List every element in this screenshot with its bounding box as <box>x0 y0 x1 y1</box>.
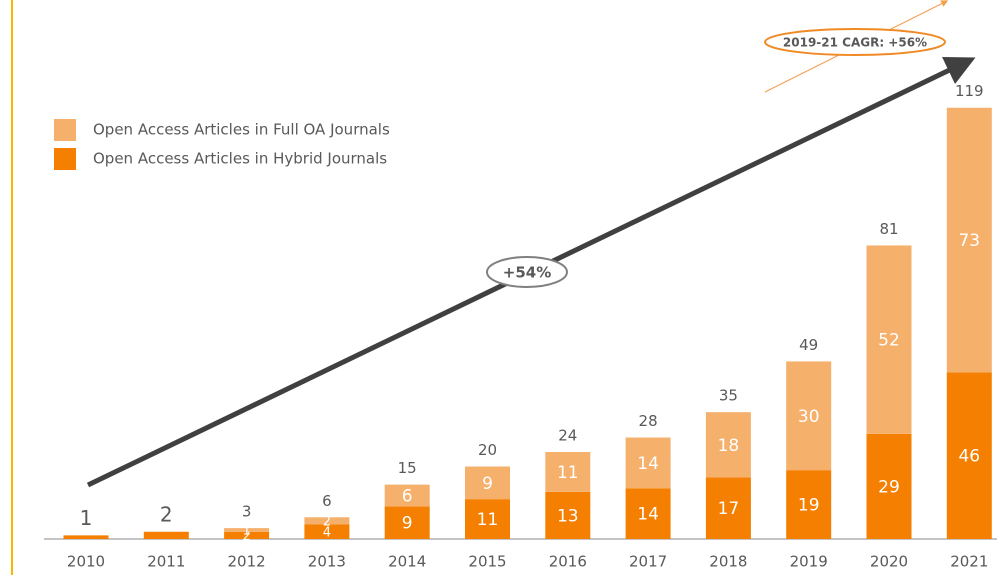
bar-segment <box>224 531 270 539</box>
x-tick-label: 2012 <box>228 553 266 571</box>
segment-label: 9 <box>402 514 413 534</box>
total-label: 28 <box>639 412 658 430</box>
total-label: 2 <box>160 502 173 526</box>
annotation: 2019-21 CAGR: +56% <box>783 36 927 50</box>
annotation-ellipse <box>486 256 568 288</box>
bar-segment <box>304 524 350 539</box>
segment-label: 6 <box>402 487 413 507</box>
segment-label: 52 <box>878 331 900 351</box>
total-label: 6 <box>322 492 332 510</box>
segment-label: 14 <box>637 505 659 525</box>
segment-label: 13 <box>557 506 579 526</box>
bar-segment <box>224 528 270 532</box>
x-tick-label: 2021 <box>950 553 988 571</box>
segment-label: 46 <box>958 447 980 467</box>
segment-label: 2 <box>323 514 331 529</box>
segment-label: 11 <box>557 463 579 483</box>
bar-segment <box>465 499 510 539</box>
total-label: 24 <box>558 427 577 445</box>
bar-segment <box>545 452 591 492</box>
annotation-ellipse <box>764 28 946 56</box>
bar-segment <box>786 361 832 471</box>
x-tick-label: 2016 <box>549 553 587 571</box>
total-label: 1 <box>80 506 93 530</box>
segment-label: 73 <box>958 231 980 251</box>
segment-label: 11 <box>477 510 499 530</box>
segment-label: 19 <box>798 496 820 516</box>
total-label: 20 <box>478 441 497 459</box>
bar-segment <box>384 506 430 539</box>
legend-label: Open Access Articles in Full OA Journals <box>93 121 390 139</box>
total-label: 15 <box>398 459 417 477</box>
x-tick-label: 2010 <box>67 553 105 571</box>
total-label: 81 <box>879 220 898 238</box>
legend-label: Open Access Articles in Hybrid Journals <box>93 150 387 168</box>
total-label: 49 <box>799 336 818 354</box>
bar-segment <box>304 517 350 525</box>
x-tick-label: 2020 <box>870 553 908 571</box>
x-tick-label: 2017 <box>629 553 667 571</box>
bar-segment <box>384 484 430 507</box>
bar-segment <box>705 412 751 478</box>
legend-swatch <box>54 119 76 141</box>
segment-label: 14 <box>637 454 659 474</box>
bar-segment <box>946 107 992 373</box>
segment-label: 1 <box>242 523 250 538</box>
segment-label: 29 <box>878 477 900 497</box>
segment-label: 2 <box>242 529 250 544</box>
segment-label: 17 <box>718 499 740 519</box>
bar-segment <box>946 372 992 539</box>
segment-label: 4 <box>323 525 331 540</box>
legend: Open Access Articles in Full OA Journals… <box>54 119 390 170</box>
x-tick-label: 2015 <box>468 553 506 571</box>
bar-segment <box>866 245 912 434</box>
x-tick-label: 2018 <box>709 553 747 571</box>
annotation: +54% <box>503 264 551 282</box>
legend-swatch <box>54 148 76 170</box>
total-label: 3 <box>242 503 252 521</box>
bar-segment <box>143 531 189 539</box>
bar-segment <box>63 535 109 539</box>
bar-segment <box>545 491 591 539</box>
bar-segment <box>625 488 671 539</box>
bar-segment <box>705 477 751 539</box>
segment-label: 9 <box>482 474 493 494</box>
bar-segment <box>625 437 671 489</box>
segment-label: 30 <box>798 407 820 427</box>
total-label: 35 <box>719 387 738 405</box>
bar-segment <box>465 466 510 500</box>
segment-label: 18 <box>718 436 740 456</box>
x-tick-label: 2013 <box>308 553 346 571</box>
x-tick-label: 2014 <box>388 553 426 571</box>
x-tick-label: 2019 <box>790 553 828 571</box>
total-label: 119 <box>955 82 984 100</box>
bar-segment <box>786 470 832 539</box>
x-tick-label: 2011 <box>147 553 185 571</box>
bar-segment <box>866 433 912 539</box>
